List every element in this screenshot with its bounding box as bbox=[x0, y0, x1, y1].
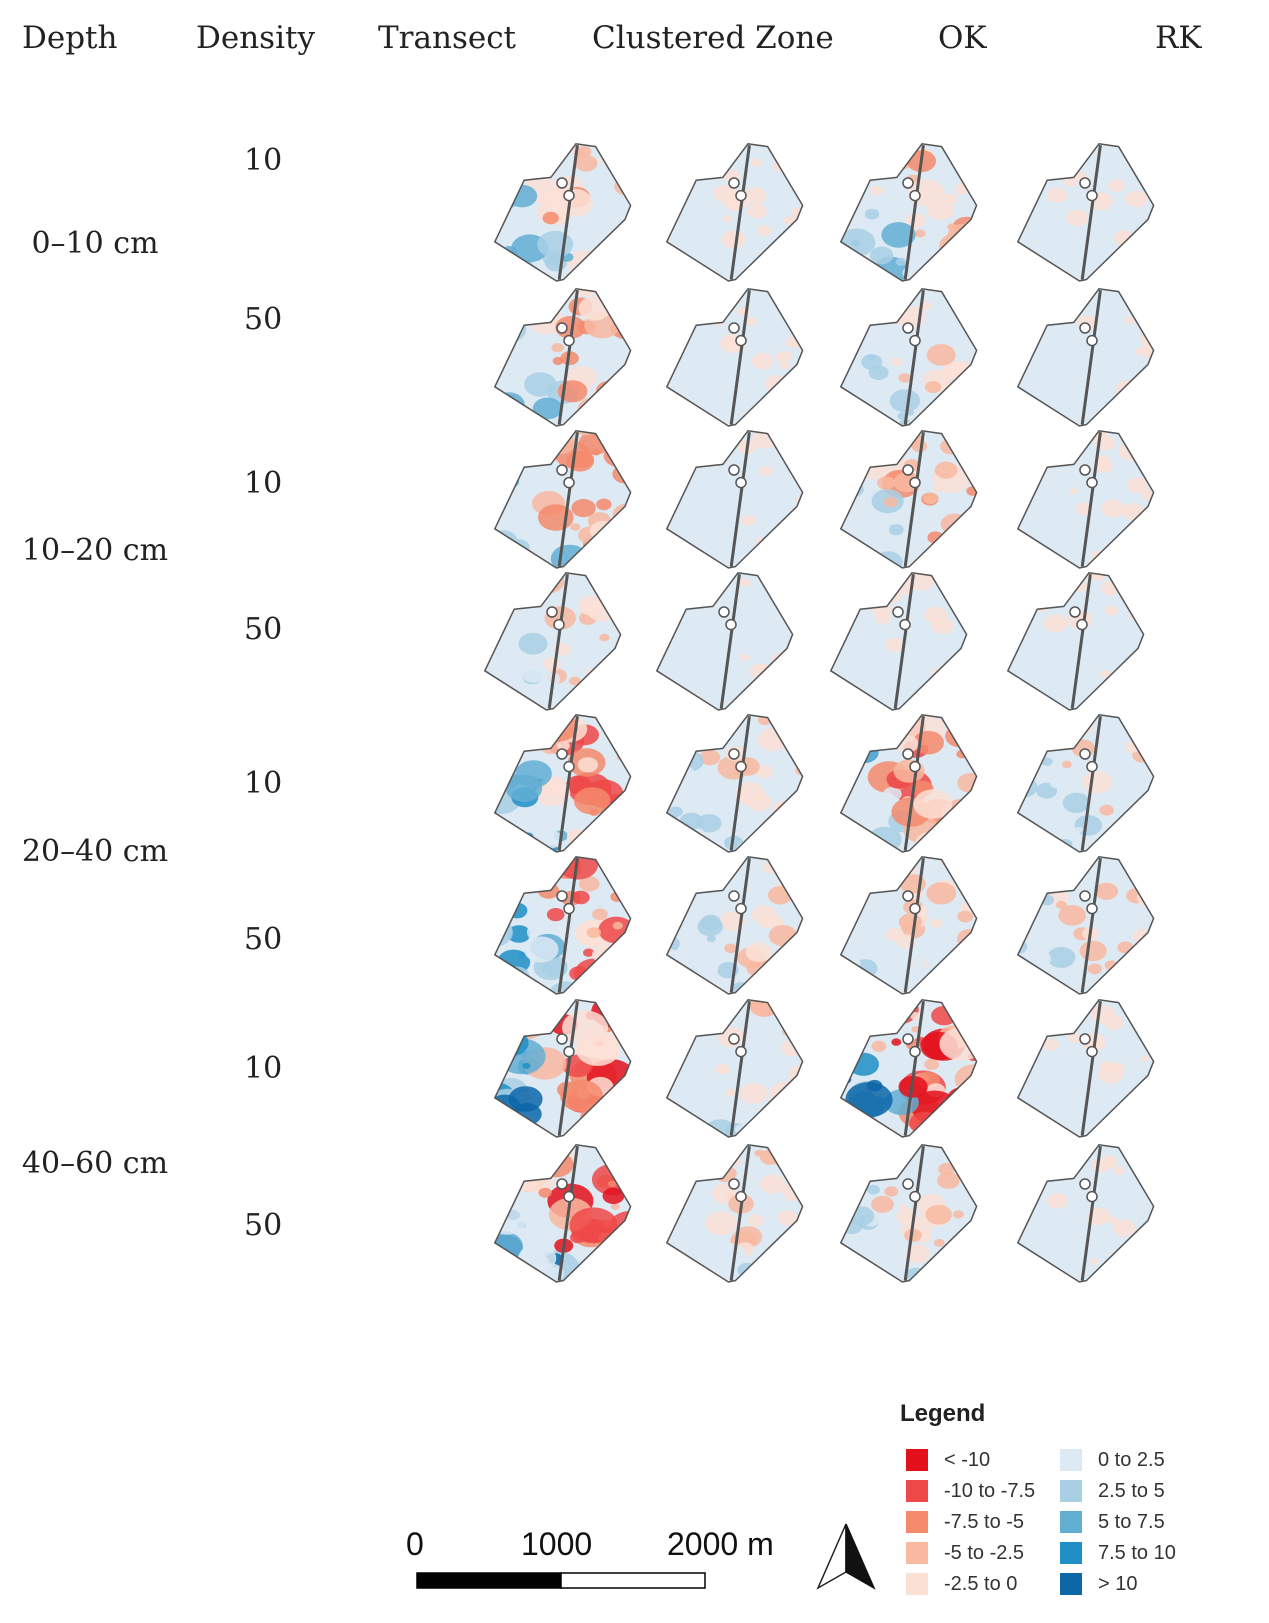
legend-item: -10 to -7.5 bbox=[906, 1480, 1035, 1502]
density-label: 10 bbox=[244, 1051, 283, 1086]
legend-swatch bbox=[1060, 1573, 1082, 1595]
scale-label-1000: 1000 bbox=[521, 1526, 593, 1562]
legend-label: 7.5 to 10 bbox=[1098, 1541, 1176, 1564]
legend-item: -2.5 to 0 bbox=[906, 1573, 1017, 1595]
scale-bar bbox=[416, 1572, 706, 1589]
depth-label: 20–40 cm bbox=[21, 834, 169, 869]
density-label: 50 bbox=[244, 302, 283, 337]
map-panel bbox=[665, 713, 804, 853]
depth-label: 40–60 cm bbox=[21, 1146, 169, 1181]
density-label: 10 bbox=[244, 466, 283, 501]
map-panel bbox=[1016, 429, 1155, 569]
legend-swatch bbox=[906, 1480, 928, 1502]
north-arrow-icon bbox=[816, 1523, 876, 1590]
legend-label: > 10 bbox=[1098, 1572, 1138, 1595]
legend-label: -10 to -7.5 bbox=[944, 1479, 1036, 1502]
legend-item: 7.5 to 10 bbox=[1060, 1542, 1176, 1564]
map-panel bbox=[1016, 142, 1155, 282]
map-panel bbox=[1016, 855, 1155, 995]
legend-label: 5 to 7.5 bbox=[1098, 1510, 1165, 1533]
header-rk: RK bbox=[1155, 20, 1202, 56]
map-panel bbox=[493, 429, 632, 569]
header-density: Density bbox=[196, 20, 315, 56]
legend-item: 5 to 7.5 bbox=[1060, 1511, 1165, 1533]
map-panel bbox=[665, 287, 804, 427]
depth-label: 10–20 cm bbox=[21, 533, 169, 568]
legend-swatch bbox=[906, 1449, 928, 1471]
legend-swatch bbox=[1060, 1542, 1082, 1564]
legend-label: 2.5 to 5 bbox=[1098, 1479, 1165, 1502]
map-panel bbox=[665, 855, 804, 995]
map-panel bbox=[493, 855, 632, 995]
map-panel bbox=[839, 429, 978, 569]
map-panel bbox=[1006, 571, 1145, 711]
map-panel bbox=[655, 571, 794, 711]
legend-swatch bbox=[1060, 1511, 1082, 1533]
header-depth: Depth bbox=[22, 20, 118, 56]
density-label: 10 bbox=[244, 766, 283, 801]
header-clustered-zone: Clustered Zone bbox=[592, 20, 834, 56]
scale-label-0: 0 bbox=[406, 1526, 424, 1562]
density-label: 50 bbox=[244, 1208, 283, 1243]
map-panel bbox=[493, 287, 632, 427]
map-panel bbox=[839, 855, 978, 995]
legend-label: 0 to 2.5 bbox=[1098, 1448, 1165, 1471]
map-panel bbox=[1016, 713, 1155, 853]
map-panel bbox=[665, 142, 804, 282]
legend-swatch bbox=[906, 1573, 928, 1595]
map-panel bbox=[665, 429, 804, 569]
map-panel bbox=[839, 713, 978, 853]
map-panel bbox=[665, 998, 804, 1138]
density-label: 50 bbox=[244, 612, 283, 647]
map-panel bbox=[493, 713, 632, 853]
legend-item: < -10 bbox=[906, 1449, 990, 1471]
legend-swatch bbox=[906, 1542, 928, 1564]
map-panel bbox=[829, 571, 968, 711]
depth-label: 0–10 cm bbox=[31, 226, 159, 261]
map-panel bbox=[839, 142, 978, 282]
map-panel bbox=[665, 1143, 804, 1283]
map-panel bbox=[483, 571, 622, 711]
legend-title: Legend bbox=[900, 1400, 986, 1427]
legend-item: -7.5 to -5 bbox=[906, 1511, 1024, 1533]
scale-label-2000: 2000 m bbox=[667, 1526, 774, 1562]
map-panel bbox=[1016, 998, 1155, 1138]
legend-item: 0 to 2.5 bbox=[1060, 1449, 1165, 1471]
map-panel bbox=[493, 142, 632, 282]
legend-item: -5 to -2.5 bbox=[906, 1542, 1024, 1564]
map-panel bbox=[839, 998, 978, 1138]
header-transect: Transect bbox=[378, 20, 517, 56]
map-panel bbox=[1016, 1143, 1155, 1283]
legend-item: > 10 bbox=[1060, 1573, 1137, 1595]
legend-item: 2.5 to 5 bbox=[1060, 1480, 1165, 1502]
legend-label: -7.5 to -5 bbox=[944, 1510, 1025, 1533]
header-ok: OK bbox=[938, 20, 987, 56]
legend-swatch bbox=[1060, 1480, 1082, 1502]
legend-label: -5 to -2.5 bbox=[944, 1541, 1025, 1564]
density-label: 10 bbox=[244, 143, 283, 178]
map-panel bbox=[839, 287, 978, 427]
legend-swatch bbox=[1060, 1449, 1082, 1471]
legend-swatch bbox=[906, 1511, 928, 1533]
map-panel bbox=[839, 1143, 978, 1283]
density-label: 50 bbox=[244, 922, 283, 957]
map-panel bbox=[1016, 287, 1155, 427]
map-panel bbox=[493, 998, 632, 1138]
legend-label: -2.5 to 0 bbox=[944, 1572, 1018, 1595]
legend-label: < -10 bbox=[944, 1448, 991, 1471]
map-panel bbox=[493, 1143, 632, 1283]
